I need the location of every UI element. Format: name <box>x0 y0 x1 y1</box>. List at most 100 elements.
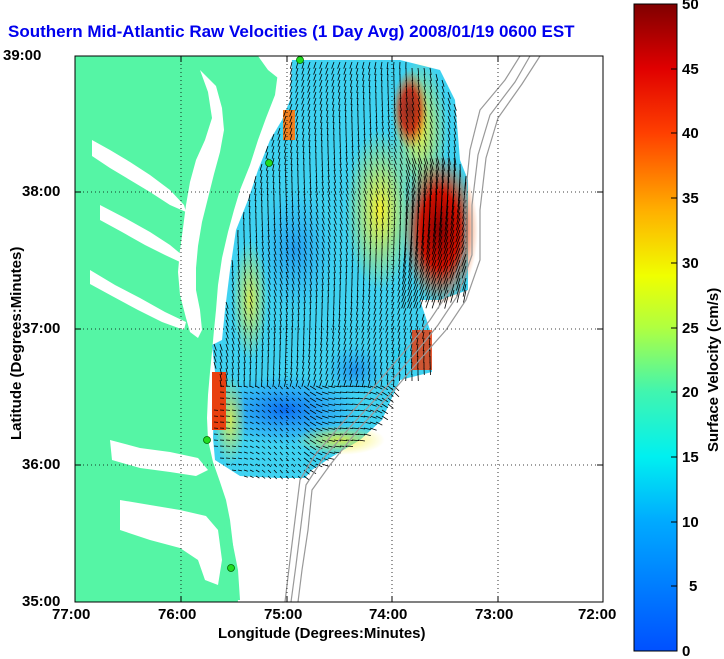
velocity-arrow <box>423 133 427 141</box>
velocity-arrow <box>321 385 329 389</box>
velocity-arrow <box>297 241 301 249</box>
velocity-arrow <box>321 163 324 172</box>
velocity-arrow <box>326 121 329 129</box>
velocity-arrow <box>417 91 421 99</box>
velocity-arrow <box>261 415 266 419</box>
velocity-arrow <box>273 289 277 297</box>
velocity-arrow <box>397 277 401 285</box>
velocity-arrow <box>327 187 331 195</box>
velocity-arrow <box>291 313 294 321</box>
velocity-arrow <box>345 385 354 387</box>
velocity-arrow <box>303 193 306 201</box>
velocity-arrow <box>237 469 242 472</box>
velocity-arrow <box>333 247 337 255</box>
velocity-arrow <box>278 373 281 381</box>
velocity-arrow <box>351 175 355 183</box>
velocity-arrow <box>407 277 413 291</box>
velocity-arrow <box>453 157 456 171</box>
velocity-arrow <box>345 229 349 237</box>
velocity-arrow <box>285 391 289 396</box>
velocity-arrow <box>321 391 329 395</box>
velocity-arrow <box>415 325 419 333</box>
velocity-arrow <box>350 91 353 99</box>
velocity-arrow <box>242 211 245 220</box>
velocity-arrow <box>225 337 229 345</box>
velocity-arrow <box>266 169 269 177</box>
velocity-arrow <box>315 415 323 420</box>
velocity-arrow <box>357 235 360 243</box>
velocity-arrow <box>237 349 241 357</box>
velocity-arrow <box>349 67 353 75</box>
velocity-arrow <box>425 259 431 273</box>
velocity-arrow <box>411 85 414 93</box>
velocity-arrow <box>255 253 259 261</box>
velocity-arrow <box>296 349 299 357</box>
velocity-arrow <box>266 187 269 196</box>
velocity-arrow <box>309 181 312 189</box>
velocity-arrow <box>255 241 258 249</box>
velocity-arrow <box>301 127 305 135</box>
velocity-arrow <box>260 175 263 183</box>
velocity-arrow <box>363 145 367 153</box>
velocity-arrow <box>314 139 317 148</box>
velocity-arrow <box>327 205 331 213</box>
velocity-arrow <box>351 241 354 249</box>
velocity-arrow <box>315 253 319 261</box>
velocity-arrow <box>411 91 414 99</box>
velocity-arrow <box>321 175 324 183</box>
velocity-arrow <box>325 61 329 69</box>
velocity-arrow <box>404 361 407 370</box>
velocity-arrow <box>405 175 410 189</box>
velocity-arrow <box>393 157 397 165</box>
velocity-arrow <box>441 175 444 190</box>
velocity-arrow <box>309 397 317 403</box>
velocity-arrow <box>422 343 425 352</box>
velocity-arrow <box>345 223 349 231</box>
velocity-arrow <box>261 331 264 339</box>
velocity-arrow <box>385 283 389 291</box>
velocity-arrow <box>309 283 312 291</box>
velocity-arrow <box>325 79 329 87</box>
velocity-arrow <box>255 427 260 431</box>
velocity-arrow <box>295 121 299 129</box>
velocity-field <box>210 60 478 478</box>
velocity-arrow <box>435 85 439 93</box>
velocity-arrow <box>291 223 295 231</box>
velocity-arrow <box>295 103 299 111</box>
velocity-arrow <box>315 409 323 414</box>
velocity-arrow <box>253 175 257 183</box>
velocity-arrow <box>435 157 440 171</box>
velocity-arrow <box>333 151 336 160</box>
velocity-arrow <box>297 211 301 219</box>
velocity-arrow <box>391 319 395 327</box>
pamlico-sound <box>120 500 222 585</box>
velocity-arrow <box>249 415 254 419</box>
velocity-arrow <box>261 355 263 364</box>
velocity-arrow <box>315 439 323 444</box>
velocity-arrow <box>260 193 263 202</box>
velocity-arrow <box>392 367 395 375</box>
velocity-arrow <box>285 475 289 480</box>
velocity-arrow <box>315 391 323 396</box>
velocity-arrow <box>393 115 397 123</box>
velocity-arrow <box>357 229 361 237</box>
velocity-arrow <box>385 349 389 357</box>
velocity-arrow <box>363 163 367 171</box>
velocity-arrow <box>381 151 385 159</box>
velocity-arrow <box>350 289 353 298</box>
velocity-arrow <box>374 67 377 75</box>
velocity-arrow <box>243 301 247 309</box>
velocity-arrow <box>307 367 311 375</box>
velocity-arrow <box>373 325 377 333</box>
velocity-arrow <box>307 121 311 129</box>
velocity-arrow <box>379 313 383 321</box>
velocity-arrow <box>273 277 277 285</box>
velocity-arrow <box>447 169 450 184</box>
velocity-arrow <box>255 277 259 285</box>
velocity-arrow <box>254 181 257 189</box>
velocity-arrow <box>393 163 397 171</box>
velocity-arrow <box>279 277 283 285</box>
velocity-arrow <box>320 133 323 142</box>
velocity-arrow <box>417 133 421 141</box>
velocity-arrow <box>450 205 455 219</box>
